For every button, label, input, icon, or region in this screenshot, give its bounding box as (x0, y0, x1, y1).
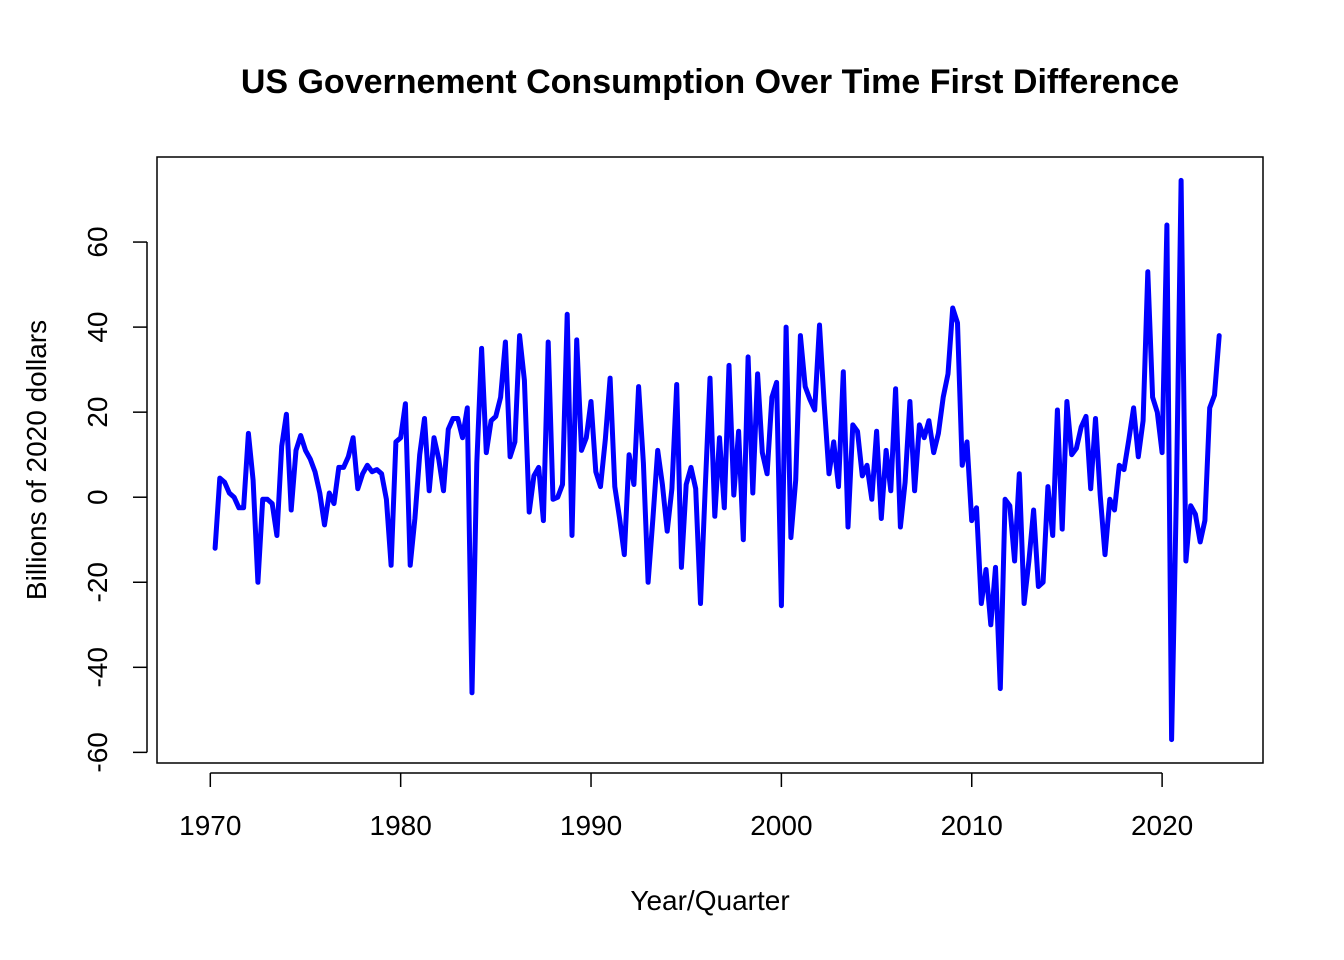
y-tick-label: 60 (82, 226, 113, 257)
y-tick-label: -40 (82, 647, 113, 687)
x-tick-label: 2010 (941, 810, 1003, 841)
x-tick-label: 1980 (370, 810, 432, 841)
y-axis: -60 -40 -20 0 20 40 60 (82, 226, 148, 773)
y-tick-label: 20 (82, 397, 113, 428)
plot-area (212, 177, 1222, 743)
series-line (212, 177, 1222, 743)
x-axis-label: Year/Quarter (630, 885, 789, 916)
y-tick-label: 40 (82, 312, 113, 343)
chart-title: US Governement Consumption Over Time Fir… (241, 63, 1179, 101)
y-tick-label: -60 (82, 732, 113, 772)
plot-frame (156, 156, 1264, 764)
x-tick-label: 1970 (179, 810, 241, 841)
x-tick-label: 1990 (560, 810, 622, 841)
y-axis-label: Billions of 2020 dollars (21, 320, 52, 600)
x-axis: 1970 1980 1990 2000 2010 2020 (179, 772, 1193, 841)
x-tick-label: 2020 (1131, 810, 1193, 841)
y-tick-label: -20 (82, 562, 113, 602)
y-tick-label: 0 (82, 489, 113, 505)
x-tick-label: 2000 (750, 810, 812, 841)
